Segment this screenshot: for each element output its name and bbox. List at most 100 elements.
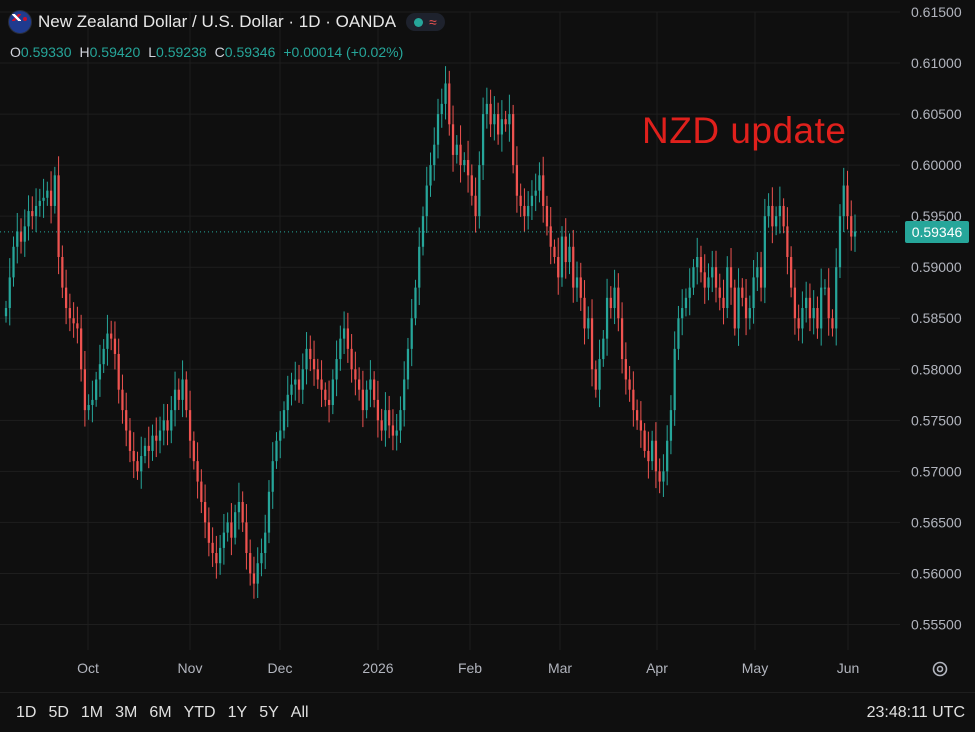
symbol-header[interactable]: New Zealand Dollar / U.S. Dollar · 1D · … xyxy=(8,10,445,34)
range-button-6m[interactable]: 6M xyxy=(149,703,172,721)
candle-body xyxy=(125,410,128,431)
candle-body xyxy=(459,144,462,166)
candle-body xyxy=(113,338,117,354)
candle-body xyxy=(234,512,237,538)
candle-body xyxy=(493,114,496,125)
candle-body xyxy=(763,216,766,288)
candle-body xyxy=(31,211,34,217)
candle-body xyxy=(271,461,274,492)
candle-body xyxy=(166,420,169,431)
range-button-all[interactable]: All xyxy=(290,703,309,721)
candle-body xyxy=(448,83,451,125)
candle-body xyxy=(211,542,214,554)
candle-body xyxy=(711,267,714,278)
candle-body xyxy=(602,338,605,360)
range-button-ytd[interactable]: YTD xyxy=(183,703,216,721)
candle-body xyxy=(767,205,770,217)
candle-body xyxy=(605,297,609,339)
low-value: 0.59238 xyxy=(156,44,207,60)
candle-body xyxy=(237,501,241,513)
candle-body xyxy=(440,103,443,115)
candle-body xyxy=(23,226,26,242)
candle-body xyxy=(549,226,552,247)
candle-body xyxy=(617,287,620,319)
candle-body xyxy=(290,384,293,395)
candle-body xyxy=(696,256,699,268)
candle-body xyxy=(744,297,748,319)
range-button-3m[interactable]: 3M xyxy=(115,703,138,721)
candle-body xyxy=(61,256,64,288)
candle-body xyxy=(722,297,725,309)
candle-body xyxy=(158,430,162,441)
range-button-1d[interactable]: 1D xyxy=(16,703,37,721)
range-button-5d[interactable]: 5D xyxy=(48,703,69,721)
candle-body xyxy=(106,333,109,349)
candle-body xyxy=(342,328,346,339)
gear-icon[interactable] xyxy=(930,659,950,679)
nz-us-flag-icon xyxy=(8,10,32,34)
candle-body xyxy=(87,405,90,411)
candle-body xyxy=(759,267,763,288)
candle-body xyxy=(850,216,853,237)
y-tick-label: 0.59500 xyxy=(911,208,962,224)
candle-body xyxy=(853,231,857,237)
candle-body xyxy=(538,175,541,191)
candle-body xyxy=(76,323,79,329)
candle-body xyxy=(782,205,785,227)
candle-body xyxy=(699,256,703,273)
candle-body xyxy=(470,175,473,196)
candle-body xyxy=(677,318,680,349)
market-open-dot-icon xyxy=(414,17,424,27)
candle-body xyxy=(170,410,173,431)
range-button-1y[interactable]: 1Y xyxy=(227,703,248,721)
candle-body xyxy=(530,195,534,206)
range-button-5y[interactable]: 5Y xyxy=(259,703,279,721)
candle-body xyxy=(609,297,612,309)
candle-body xyxy=(388,410,391,426)
utc-clock[interactable]: 23:48:11 UTC xyxy=(866,703,965,721)
candle-body xyxy=(688,287,691,298)
candle-body xyxy=(707,277,710,288)
x-tick-label: Mar xyxy=(548,660,572,676)
candle-body xyxy=(196,461,199,482)
candle-body xyxy=(485,103,488,115)
symbol-title[interactable]: New Zealand Dollar / U.S. Dollar · 1D · … xyxy=(38,12,397,31)
candle-body xyxy=(651,440,654,462)
candle-body xyxy=(519,195,522,206)
candle-body xyxy=(34,205,38,217)
candle-body xyxy=(572,246,575,288)
candlestick-chart[interactable]: 0.61500 0.61000 0.60500 0.60000 0.59500 0.590… xyxy=(0,0,975,692)
candle-body xyxy=(380,420,383,431)
candle-body xyxy=(305,348,308,370)
candle-body xyxy=(140,456,143,472)
candle-body xyxy=(805,297,808,309)
candle-body xyxy=(155,435,158,441)
candle-body xyxy=(361,389,365,411)
candle-body xyxy=(391,425,395,436)
range-button-1m[interactable]: 1M xyxy=(80,703,104,721)
candle-body xyxy=(741,287,744,298)
candle-body xyxy=(673,348,676,411)
open-label: O xyxy=(10,44,21,60)
candle-body xyxy=(102,348,105,365)
candle-body xyxy=(297,379,301,390)
candle-body xyxy=(793,287,797,319)
candle-body xyxy=(620,318,624,360)
y-tick-label: 0.56500 xyxy=(911,514,962,530)
candle-body xyxy=(16,231,19,247)
candle-body xyxy=(846,185,849,217)
x-tick-label: Jun xyxy=(837,660,860,676)
candle-body xyxy=(147,445,150,451)
candle-body xyxy=(692,267,695,288)
candle-body xyxy=(376,399,380,421)
candle-body xyxy=(72,318,75,324)
candle-body xyxy=(12,246,15,278)
candle-body xyxy=(395,430,398,436)
candle-body xyxy=(425,185,428,217)
x-tick-label: Feb xyxy=(458,660,482,676)
status-pill[interactable]: ≈ xyxy=(406,13,445,31)
candle-body xyxy=(568,246,571,263)
change-value: +0.00014 (+0.02%) xyxy=(283,44,404,60)
candle-body xyxy=(504,119,507,125)
candle-body xyxy=(373,379,376,400)
